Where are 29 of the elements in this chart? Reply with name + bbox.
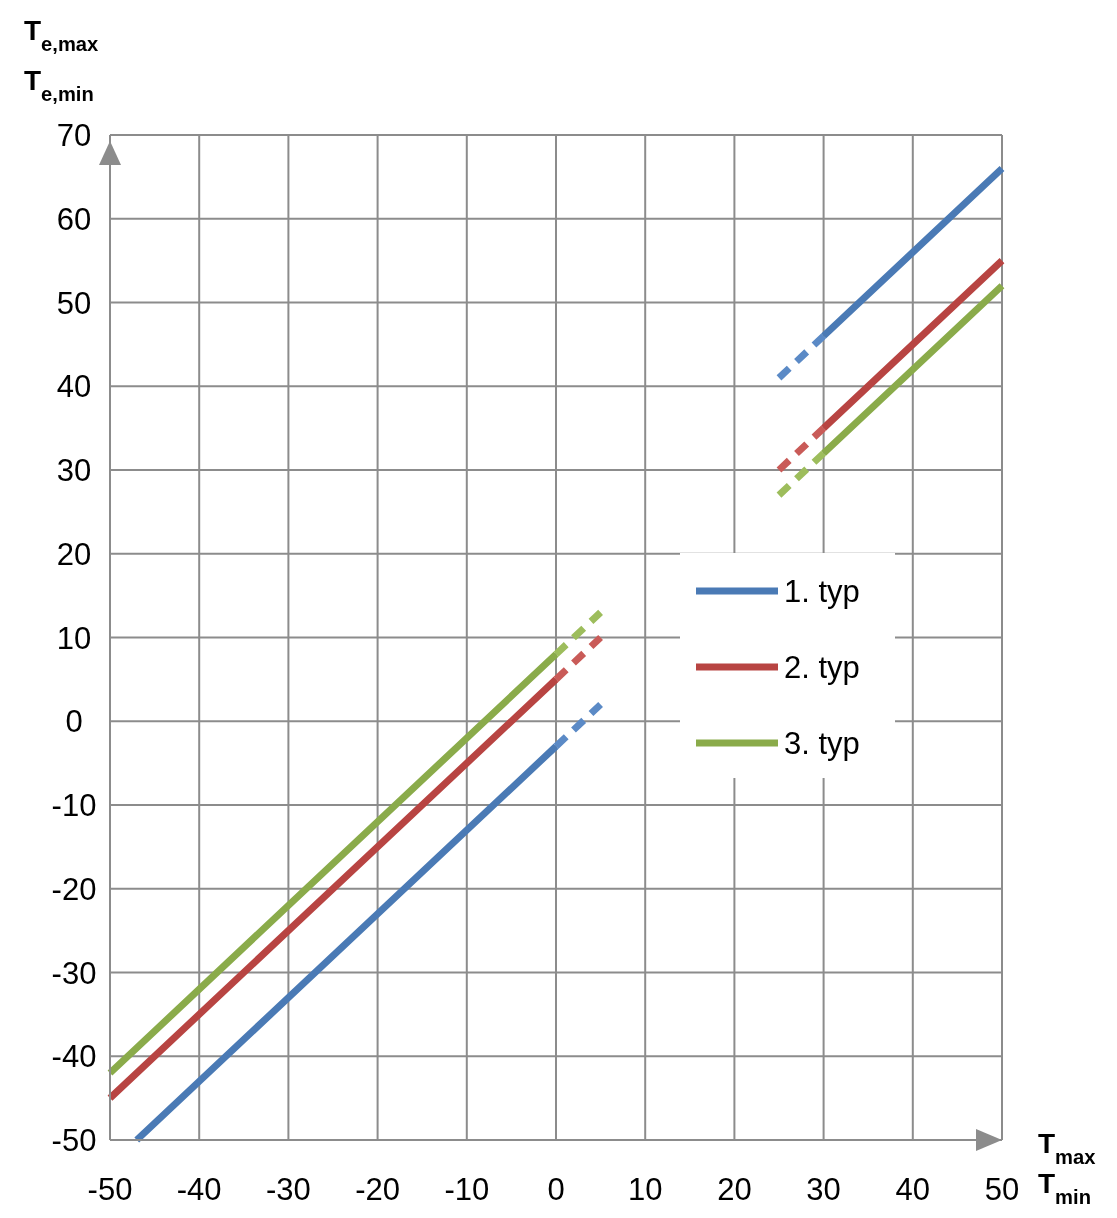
x-tick-label: 40: [895, 1172, 931, 1207]
x-axis-title: T$_{max}$ T$_{min}$: [1038, 1128, 1097, 1208]
x-tick-label: -10: [444, 1172, 490, 1207]
x-tick-label: 30: [806, 1172, 841, 1207]
y-tick-label: 60: [56, 201, 92, 237]
x-tick-label: -40: [176, 1172, 222, 1207]
legend-label: 3. typ: [784, 726, 860, 761]
y-tick-label: 20: [56, 536, 92, 572]
y-tick-label: -20: [51, 871, 97, 907]
y-tick-label: -50: [51, 1123, 97, 1158]
y-tick-label: -40: [51, 1039, 97, 1075]
x-tick-label: 10: [627, 1172, 663, 1207]
x-tick-label: -30: [265, 1172, 311, 1207]
x-tick-label: -50: [87, 1172, 133, 1207]
y-tick-label: 70: [56, 118, 92, 153]
y-axis-title: T$_{e,max}$ T$_{e,min}$: [24, 15, 100, 105]
y-tick-label: 40: [56, 369, 92, 405]
legend-label: 2. typ: [784, 650, 860, 685]
x-tick-label: 20: [717, 1172, 752, 1207]
legend-label: 1. typ: [784, 574, 860, 609]
y-tick-label: 10: [56, 620, 92, 656]
y-tick-label: -30: [51, 955, 97, 991]
x-tick-label: 0: [547, 1172, 565, 1207]
y-tick-label: -10: [51, 788, 97, 823]
x-tick-label: -20: [355, 1172, 401, 1207]
y-tick-label: 30: [56, 453, 92, 488]
x-tick-label: 50: [984, 1172, 1020, 1207]
y-tick-label: 0: [65, 704, 83, 740]
y-tick-label: 50: [56, 285, 92, 321]
